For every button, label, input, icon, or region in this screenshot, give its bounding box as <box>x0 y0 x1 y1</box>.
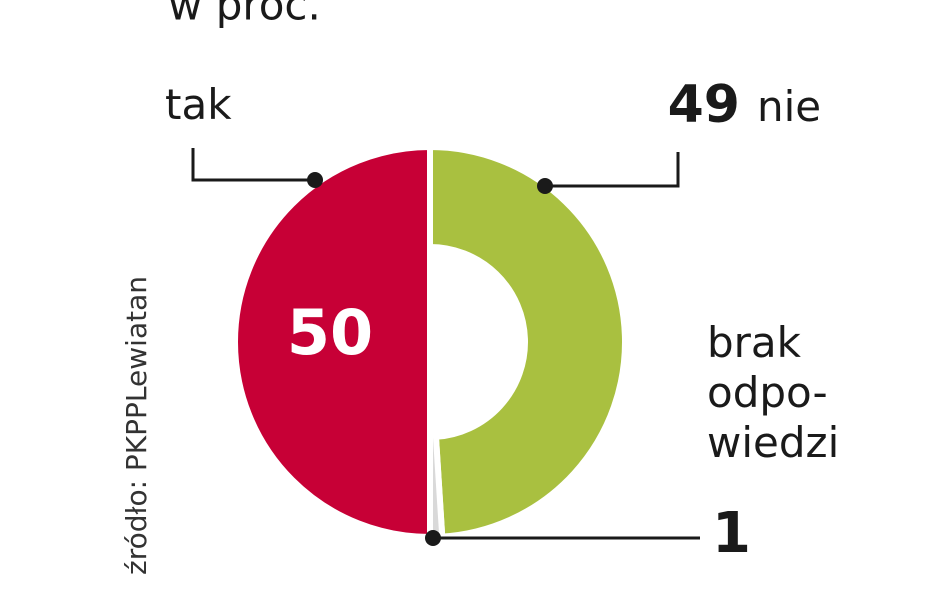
leader-dot <box>425 530 441 546</box>
leader-dot <box>537 178 553 194</box>
leader-line <box>545 152 680 188</box>
source: źródło: PKPPLewiatan <box>120 276 153 575</box>
category-label: nie <box>757 82 822 131</box>
category-label: brak odpo- wiedzi <box>707 318 840 467</box>
category-label: tak <box>165 80 232 129</box>
leader-line <box>191 148 315 182</box>
value-label: 50 <box>287 296 373 369</box>
chart-title: w proc. <box>168 0 321 30</box>
leader-dot <box>307 172 323 188</box>
pie-slice <box>427 143 628 540</box>
leader-dots <box>307 172 553 546</box>
leaders <box>191 148 700 540</box>
value-label: 1 <box>712 501 751 566</box>
pie <box>232 143 628 541</box>
value-label: 49 <box>668 75 740 135</box>
pie-slice <box>232 143 433 541</box>
